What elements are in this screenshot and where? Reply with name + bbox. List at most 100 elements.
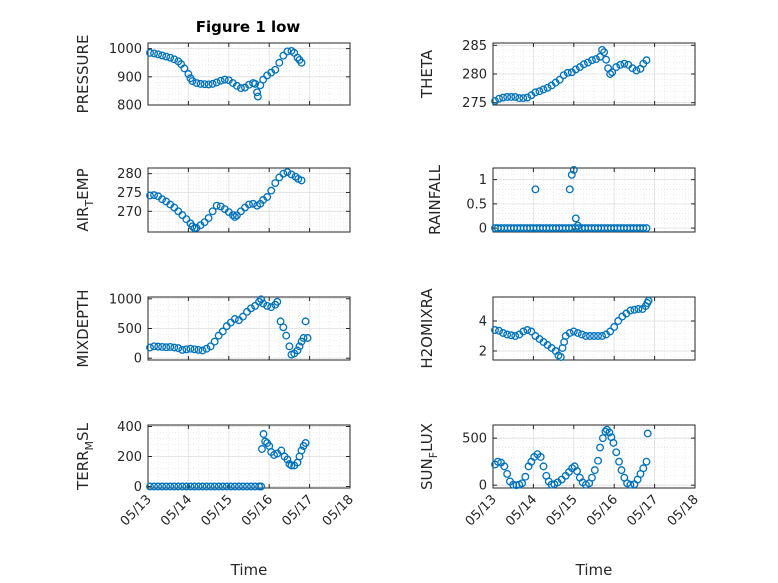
data-point	[279, 51, 288, 60]
data-point	[166, 53, 175, 62]
data-point	[174, 482, 183, 491]
chart-title: Figure 1 low	[196, 18, 301, 36]
data-point	[196, 79, 205, 88]
data-point	[301, 439, 310, 447]
data-point	[251, 79, 260, 88]
data-point	[204, 214, 213, 223]
data-point	[590, 332, 598, 340]
data-point	[192, 79, 201, 87]
data-point	[200, 80, 209, 89]
data-point	[519, 94, 528, 103]
data-point	[297, 176, 306, 185]
data-point	[166, 342, 175, 351]
data-point	[146, 191, 154, 200]
data-point	[588, 56, 596, 65]
data-point	[581, 332, 590, 340]
data-point	[499, 93, 508, 102]
data-point	[234, 482, 243, 491]
data-point	[154, 342, 163, 351]
data-point	[600, 48, 609, 57]
data-point	[216, 76, 225, 85]
data-point	[503, 330, 512, 339]
data-point	[617, 466, 626, 475]
subplot-2-theta: 275 280 285 THETA	[418, 39, 696, 111]
axes-box	[147, 42, 351, 106]
data-point	[503, 93, 512, 101]
subplot-4-rainfall: 0 0.5 1 RAINFALL	[426, 164, 696, 237]
data-point	[643, 429, 652, 438]
y-axis-label: AIRTEMP	[74, 168, 96, 231]
data-point	[162, 343, 171, 352]
data-point	[602, 55, 611, 64]
data-point	[642, 56, 651, 65]
data-point	[232, 211, 241, 220]
data-point	[271, 65, 280, 74]
axes-box	[492, 424, 696, 489]
data-point	[247, 482, 255, 491]
data-point	[282, 331, 291, 340]
data-point	[588, 473, 596, 482]
data-point	[507, 331, 516, 340]
data-point	[285, 342, 294, 351]
data-point	[230, 212, 239, 221]
data-point	[198, 346, 207, 355]
data-point	[299, 334, 308, 342]
data-point	[590, 466, 599, 475]
data-point	[556, 353, 565, 361]
data-point	[610, 323, 619, 331]
data-point	[273, 297, 282, 306]
data-point	[245, 200, 253, 209]
data-point	[158, 342, 167, 351]
data-point	[232, 81, 241, 90]
data-point	[162, 52, 171, 61]
data-point	[615, 457, 623, 466]
y-tick-label: 275	[117, 186, 142, 201]
y-tick-label: 280	[462, 68, 487, 83]
data-point	[263, 301, 272, 310]
data-point	[279, 323, 288, 332]
data-point	[563, 68, 572, 77]
data-point	[614, 317, 623, 325]
data-point	[571, 65, 580, 74]
data-point	[251, 301, 260, 310]
data-point	[158, 51, 167, 60]
y-tick-label: 270	[117, 205, 142, 220]
data-point	[535, 87, 544, 96]
data-point	[491, 97, 499, 105]
data-point	[565, 185, 574, 194]
data-point	[616, 60, 625, 69]
data-point	[626, 480, 635, 489]
data-point	[178, 211, 187, 220]
data-point	[596, 52, 605, 61]
data-point	[218, 327, 227, 336]
y-tick-label: 0.5	[466, 197, 487, 212]
subplot-6-h2omixra: 2 4 H2OMIXRA	[418, 288, 696, 369]
data-point	[190, 345, 199, 354]
y-tick-label: 285	[462, 39, 487, 54]
data-point	[188, 77, 197, 85]
data-point	[166, 482, 175, 491]
data-point	[531, 185, 540, 194]
y-axis-label: SUNFLUX	[418, 423, 440, 490]
x-axis-label: Time	[230, 561, 268, 579]
data-point	[620, 59, 629, 68]
data-point	[573, 329, 582, 337]
data-point	[267, 303, 276, 312]
y-axis-label: PRESSURE	[74, 35, 92, 114]
data-point	[283, 455, 292, 464]
data-point	[238, 312, 247, 321]
data-point	[303, 334, 312, 342]
data-point	[609, 438, 618, 447]
data-point	[222, 482, 231, 491]
data-point	[586, 332, 594, 340]
data-point	[519, 327, 528, 336]
data-point	[200, 218, 209, 227]
data-point	[154, 482, 163, 491]
data-point	[543, 83, 552, 92]
data-point	[263, 193, 272, 201]
y-tick-label: 900	[117, 70, 142, 85]
data-point	[495, 326, 504, 335]
y-tick-label: 800	[117, 99, 142, 114]
data-point	[539, 462, 548, 471]
